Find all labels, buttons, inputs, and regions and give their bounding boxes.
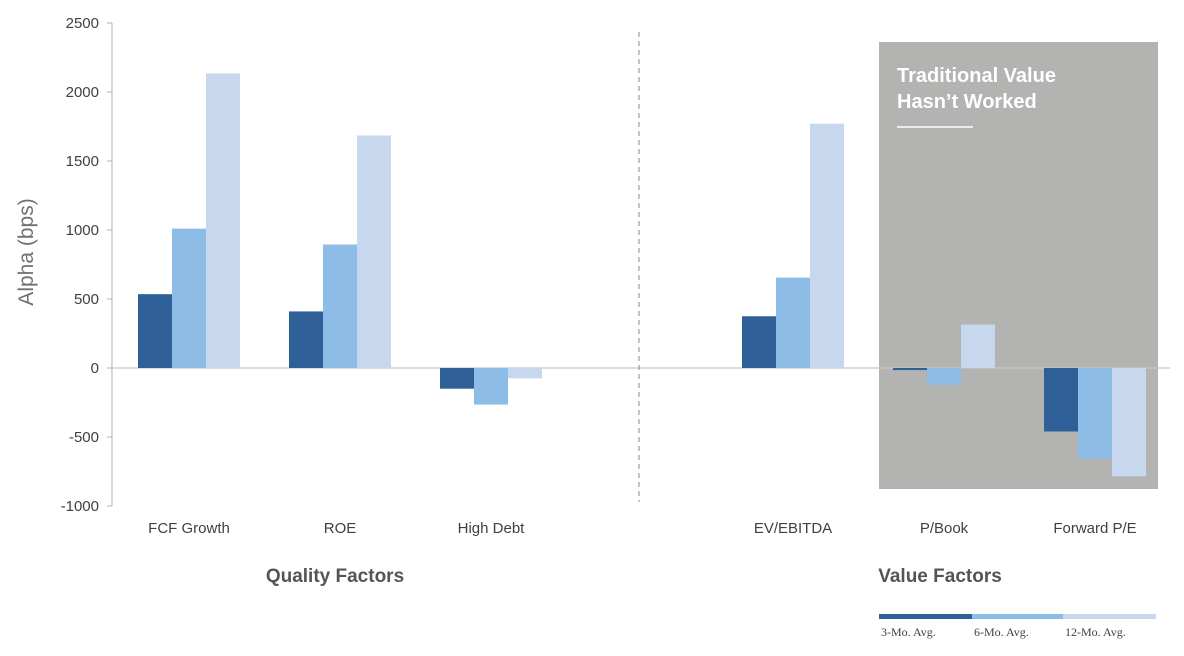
bar-1 [440, 368, 474, 389]
x-category-label: P/Book [920, 520, 969, 537]
group-title-quality: Quality Factors [266, 566, 404, 587]
bar-2 [172, 228, 206, 368]
x-category-label: EV/EBITDA [754, 520, 832, 537]
y-tick-label: 1000 [66, 222, 99, 239]
legend-swatch [879, 614, 973, 619]
y-tick-label: 500 [74, 291, 99, 308]
bar-3 [357, 135, 391, 368]
y-tick-label: 2000 [66, 84, 99, 101]
x-category-label: Forward P/E [1053, 520, 1136, 537]
group-title-value: Value Factors [878, 566, 1002, 587]
annotation-line-2: Hasn’t Worked [897, 91, 1037, 113]
y-tick-label: -500 [69, 429, 99, 446]
legend-swatch [1063, 614, 1156, 619]
x-category-label: FCF Growth [148, 520, 230, 537]
bar-2 [927, 368, 961, 385]
y-tick-label: 1500 [66, 153, 99, 170]
bar-3 [961, 324, 995, 368]
bar-2 [1078, 368, 1112, 459]
bar-3 [206, 73, 240, 369]
bar-1 [742, 316, 776, 368]
bar-1 [138, 294, 172, 368]
legend-label: 3-Mo. Avg. [881, 625, 936, 639]
annotation-line-1: Traditional Value [897, 65, 1056, 87]
y-tick-label: 2500 [66, 15, 99, 32]
bar-2 [323, 244, 357, 368]
bar-2 [776, 277, 810, 368]
bar-3 [508, 368, 542, 379]
y-tick-label: 0 [91, 360, 99, 377]
bar-3 [1112, 368, 1146, 477]
bar-1 [893, 368, 927, 371]
y-axis-label: Alpha (bps) [15, 198, 38, 305]
y-tick-label: -1000 [61, 498, 99, 515]
bar-1 [289, 311, 323, 368]
legend-swatch [972, 614, 1063, 619]
x-category-label: ROE [324, 520, 357, 537]
legend-label: 12-Mo. Avg. [1065, 625, 1126, 639]
x-category-label: High Debt [458, 520, 526, 537]
bar-1 [1044, 368, 1078, 432]
bar-3 [810, 123, 844, 369]
legend-label: 6-Mo. Avg. [974, 625, 1029, 639]
bar-2 [474, 368, 508, 405]
